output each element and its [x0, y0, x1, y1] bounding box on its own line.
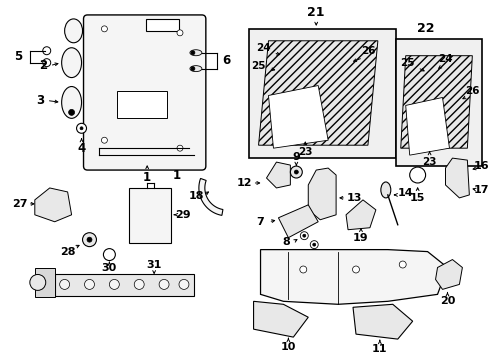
Circle shape	[300, 232, 307, 240]
Text: 28: 28	[60, 247, 75, 257]
Text: 25: 25	[400, 58, 414, 68]
Circle shape	[302, 234, 305, 237]
Circle shape	[134, 279, 144, 289]
Text: 31: 31	[146, 260, 162, 270]
Circle shape	[294, 170, 298, 174]
Circle shape	[190, 51, 195, 55]
Circle shape	[312, 243, 315, 246]
Text: 2: 2	[39, 59, 47, 72]
FancyBboxPatch shape	[83, 15, 205, 170]
Circle shape	[42, 47, 51, 55]
Polygon shape	[307, 168, 335, 220]
Text: 5: 5	[14, 50, 22, 63]
Polygon shape	[35, 267, 55, 297]
Bar	[55, 274, 194, 296]
Ellipse shape	[189, 50, 202, 56]
Circle shape	[290, 166, 302, 178]
Circle shape	[42, 59, 51, 67]
Text: 24: 24	[256, 43, 270, 53]
Text: 10: 10	[280, 342, 295, 352]
Circle shape	[80, 127, 83, 130]
Circle shape	[409, 167, 425, 183]
Text: 22: 22	[416, 22, 433, 35]
Ellipse shape	[380, 182, 390, 198]
Circle shape	[68, 109, 75, 115]
Text: 17: 17	[472, 185, 488, 195]
Text: 1: 1	[173, 168, 181, 181]
Polygon shape	[435, 260, 462, 289]
Circle shape	[309, 240, 318, 249]
Text: 14: 14	[397, 188, 413, 198]
Text: 18: 18	[189, 191, 204, 201]
Circle shape	[87, 237, 92, 242]
Polygon shape	[199, 179, 223, 215]
Circle shape	[299, 266, 306, 273]
Text: 1: 1	[143, 171, 151, 184]
Ellipse shape	[61, 86, 81, 118]
Bar	[395, 39, 481, 166]
Text: 11: 11	[371, 344, 387, 354]
Text: 19: 19	[352, 233, 368, 243]
Circle shape	[60, 279, 69, 289]
Text: 26: 26	[360, 46, 374, 56]
Text: 21: 21	[307, 6, 325, 19]
Circle shape	[103, 249, 115, 261]
Circle shape	[30, 274, 46, 291]
Text: 6: 6	[222, 54, 230, 67]
Text: 9: 9	[292, 152, 300, 162]
Text: 8: 8	[282, 237, 290, 247]
Circle shape	[77, 123, 86, 133]
Circle shape	[398, 261, 406, 268]
Text: 15: 15	[409, 193, 425, 203]
Ellipse shape	[61, 48, 81, 77]
Text: 20: 20	[439, 296, 454, 306]
Text: 12: 12	[236, 178, 252, 188]
Polygon shape	[445, 158, 468, 198]
Text: 7: 7	[256, 217, 264, 227]
Circle shape	[177, 145, 183, 151]
Polygon shape	[346, 200, 375, 230]
Text: 13: 13	[346, 193, 361, 203]
Bar	[248, 29, 395, 158]
Text: 3: 3	[36, 94, 44, 107]
Circle shape	[82, 233, 96, 247]
Text: 30: 30	[102, 262, 117, 273]
Polygon shape	[400, 56, 471, 148]
Text: 4: 4	[77, 142, 85, 155]
Circle shape	[352, 266, 359, 273]
Circle shape	[84, 279, 94, 289]
Polygon shape	[258, 41, 377, 145]
Circle shape	[159, 279, 169, 289]
Text: 27: 27	[12, 199, 28, 209]
Text: 16: 16	[472, 161, 488, 171]
Text: 24: 24	[437, 54, 452, 64]
Circle shape	[101, 26, 107, 32]
Text: 26: 26	[464, 86, 479, 95]
Circle shape	[177, 30, 183, 36]
Polygon shape	[253, 301, 307, 337]
Polygon shape	[146, 19, 179, 31]
Polygon shape	[352, 304, 412, 339]
Circle shape	[109, 279, 119, 289]
Circle shape	[179, 279, 188, 289]
Polygon shape	[117, 90, 167, 118]
Text: 23: 23	[297, 147, 312, 157]
Polygon shape	[278, 205, 318, 238]
Circle shape	[190, 67, 195, 71]
Ellipse shape	[189, 66, 202, 72]
Text: 25: 25	[251, 60, 265, 71]
Text: 29: 29	[175, 210, 190, 220]
Polygon shape	[266, 162, 290, 188]
Polygon shape	[35, 188, 71, 222]
Text: 23: 23	[422, 157, 436, 167]
Circle shape	[101, 137, 107, 143]
Polygon shape	[268, 86, 327, 148]
Bar	[129, 188, 171, 243]
Polygon shape	[405, 98, 448, 155]
Polygon shape	[260, 249, 447, 304]
Ellipse shape	[64, 19, 82, 43]
